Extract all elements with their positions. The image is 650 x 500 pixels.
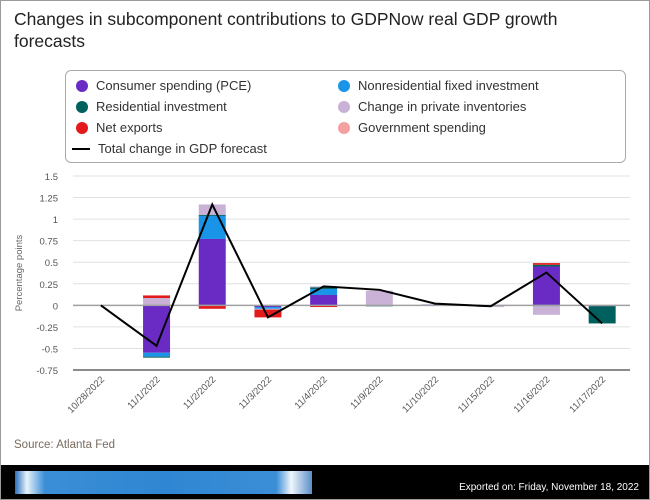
legend-label: Total change in GDP forecast — [98, 141, 267, 156]
bar-segment — [143, 356, 171, 358]
y-tick-label: 0.5 — [45, 258, 58, 269]
y-tick-label: -0.25 — [36, 323, 58, 334]
legend-label: Consumer spending (PCE) — [96, 78, 252, 93]
x-tick-label: 10/28/2022 — [66, 374, 107, 415]
legend-item-government[interactable]: Government spending — [338, 120, 486, 135]
legend-label: Government spending — [358, 120, 486, 135]
bar-segment — [198, 305, 226, 309]
bar-segment — [254, 307, 282, 309]
y-tick-label: 1.25 — [40, 194, 59, 205]
bar-segment — [143, 298, 171, 306]
x-tick-label: 11/15/2022 — [456, 374, 497, 415]
y-tick-label: 0.25 — [40, 280, 59, 291]
x-tick-label: 11/16/2022 — [512, 374, 553, 415]
bar-segment — [198, 238, 226, 306]
legend-label: Change in private inventories — [358, 99, 527, 114]
government-dot-icon — [338, 121, 350, 134]
export-date: Exported on: Friday, November 18, 2022 — [459, 482, 639, 493]
x-tick-label: 11/2/2022 — [181, 374, 218, 411]
bar-segment — [588, 306, 616, 324]
bar-segment — [532, 263, 560, 265]
bar-segment — [143, 295, 171, 299]
legend-item-residential[interactable]: Residential investment — [76, 99, 227, 114]
bar-segment — [198, 214, 226, 216]
bar-segment — [143, 352, 171, 357]
source-note: Source: Atlanta Fed — [14, 439, 116, 451]
x-tick-label: 11/4/2022 — [293, 374, 330, 411]
legend-item-inventories[interactable]: Change in private inventories — [338, 99, 526, 114]
x-tick-label: 11/10/2022 — [400, 374, 441, 415]
bar-segment — [365, 290, 393, 306]
y-tick-label: 0.75 — [40, 237, 59, 248]
y-axis-label: Percentage points — [14, 234, 25, 311]
x-tick-label: 11/9/2022 — [348, 374, 385, 411]
bar-segment — [254, 309, 282, 318]
legend-item-total[interactable]: Total change in GDP forecast — [72, 141, 267, 156]
y-tick-label: -0.5 — [42, 344, 58, 355]
bar-segment — [532, 306, 560, 315]
pce-dot-icon — [76, 79, 88, 92]
legend-label: Net exports — [96, 120, 163, 135]
y-tick-label: 0 — [53, 301, 58, 312]
bar-segment — [310, 288, 338, 295]
total-change-line — [100, 201, 603, 348]
legend-item-pce[interactable]: Consumer spending (PCE) — [76, 78, 251, 93]
legend-label: Nonresidential fixed investment — [358, 78, 539, 93]
y-tick-label: 1 — [53, 215, 58, 226]
bar-segment — [310, 294, 338, 306]
bar-segment — [254, 308, 282, 310]
x-tick-label: 11/1/2022 — [126, 374, 163, 411]
x-tick-label: 11/17/2022 — [567, 374, 608, 415]
y-tick-label: -0.75 — [36, 366, 58, 377]
legend-label: Residential investment — [96, 99, 227, 114]
y-tick-label: 1.5 — [45, 172, 58, 183]
x-tick-label: 11/3/2022 — [237, 374, 274, 411]
residential-dot-icon — [76, 100, 88, 113]
chart-title: Changes in subcomponent contributions to… — [14, 9, 558, 51]
legend-item-nonres[interactable]: Nonresidential fixed investment — [338, 78, 539, 93]
line-swatch-icon — [72, 147, 90, 150]
banner-logo — [15, 471, 312, 494]
net-exports-dot-icon — [76, 121, 88, 134]
bar-segment — [254, 305, 282, 308]
bar-segment — [310, 287, 338, 289]
legend-item-net-exports[interactable]: Net exports — [76, 120, 162, 135]
chart-plot: 1.5 1.25 1 0.75 0.5 0.25 0 -0.25 -0.5 -0.75 Percen… — [14, 172, 630, 416]
inventories-dot-icon — [338, 100, 350, 113]
footer-bar: Exported on: Friday, November 18, 2022 — [1, 465, 649, 499]
bar-segment — [310, 305, 338, 308]
legend: Consumer spending (PCE) Nonresidential f… — [65, 70, 626, 163]
bar-segment — [198, 204, 226, 215]
bar-segment — [532, 264, 560, 267]
nonres-dot-icon — [338, 79, 350, 92]
